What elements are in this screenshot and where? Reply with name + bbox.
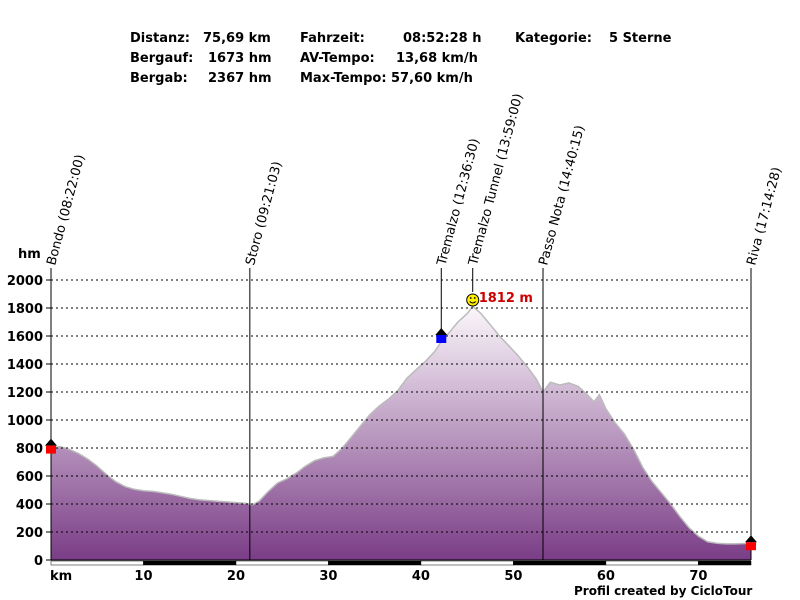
waypoint-label: Bondo (08:22:00) xyxy=(44,153,88,267)
max-elevation-label: 1812 m xyxy=(479,291,533,306)
y-tick-label: 1600 xyxy=(7,330,43,345)
house-icon xyxy=(46,445,56,454)
smiley-eye xyxy=(469,297,472,299)
y-tick-label: 1200 xyxy=(7,386,43,401)
elevation-line xyxy=(50,305,752,545)
house-roof-icon xyxy=(45,438,57,446)
y-tick-label: 1800 xyxy=(7,302,43,317)
waypoint-label: Tremalzo Tunnel (13:59:00) xyxy=(466,92,527,268)
smiley-mouth xyxy=(469,301,477,304)
y-axis-label: hm xyxy=(18,247,41,262)
y-tick-label: 1400 xyxy=(7,358,43,373)
kategorie-label: Kategorie: xyxy=(515,31,592,46)
waypoint-label: Riva (17:14:28) xyxy=(744,166,785,267)
pass-roof-icon xyxy=(435,328,448,335)
smiley-eye xyxy=(473,297,476,299)
y-tick-label: 400 xyxy=(16,498,43,513)
bergab-value: 2367 hm xyxy=(208,71,272,86)
y-tick-label: 0 xyxy=(34,554,43,569)
fahrzeit-value: 08:52:28 h xyxy=(403,31,482,46)
x-band-segment xyxy=(420,560,514,566)
maxtempo-label: Max-Tempo: xyxy=(300,71,387,86)
y-tick-label: 600 xyxy=(16,470,43,485)
x-band-segment xyxy=(235,560,329,566)
x-tick-label: 40 xyxy=(412,569,430,584)
x-band-segment xyxy=(698,560,752,566)
pass-marker-icon xyxy=(436,335,447,343)
y-tick-label: 1000 xyxy=(7,414,43,429)
bergauf-label: Bergauf: xyxy=(130,51,194,66)
x-tick-label: 30 xyxy=(319,569,337,584)
credit-text: Profil created by CicloTour xyxy=(574,584,753,598)
y-tick-label: 200 xyxy=(16,526,43,541)
x-tick-label: 50 xyxy=(504,569,522,584)
maxtempo-value: 57,60 km/h xyxy=(391,71,473,86)
smiley-icon xyxy=(466,293,480,307)
x-band-segment xyxy=(605,560,699,566)
x-band-segment xyxy=(328,560,422,566)
x-band-segment xyxy=(50,560,144,566)
distanz-value: 75,69 km xyxy=(203,31,271,46)
x-tick-label: 60 xyxy=(597,569,615,584)
waypoint-label: Passo Nota (14:40:15) xyxy=(536,124,588,267)
bergauf-value: 1673 hm xyxy=(208,51,272,66)
x-tick-label: 20 xyxy=(227,569,245,584)
kategorie-value: 5 Sterne xyxy=(609,31,672,46)
fahrzeit-label: Fahrzeit: xyxy=(300,31,365,46)
house-icon xyxy=(746,542,756,551)
avtempo-value: 13,68 km/h xyxy=(396,51,478,66)
elevation-area xyxy=(51,306,751,560)
x-tick-label: 10 xyxy=(134,569,152,584)
avtempo-label: AV-Tempo: xyxy=(300,51,375,66)
house-roof-icon xyxy=(745,535,757,543)
x-axis-label: km xyxy=(50,569,72,584)
x-tick-label: 70 xyxy=(689,569,707,584)
y-tick-label: 800 xyxy=(16,442,43,457)
distanz-label: Distanz: xyxy=(130,31,190,46)
bergab-label: Bergab: xyxy=(130,71,188,86)
waypoint-label: Storo (09:21:03) xyxy=(243,160,285,267)
x-band-segment xyxy=(143,560,237,566)
y-tick-label: 2000 xyxy=(7,274,43,289)
x-band-segment xyxy=(513,560,607,566)
